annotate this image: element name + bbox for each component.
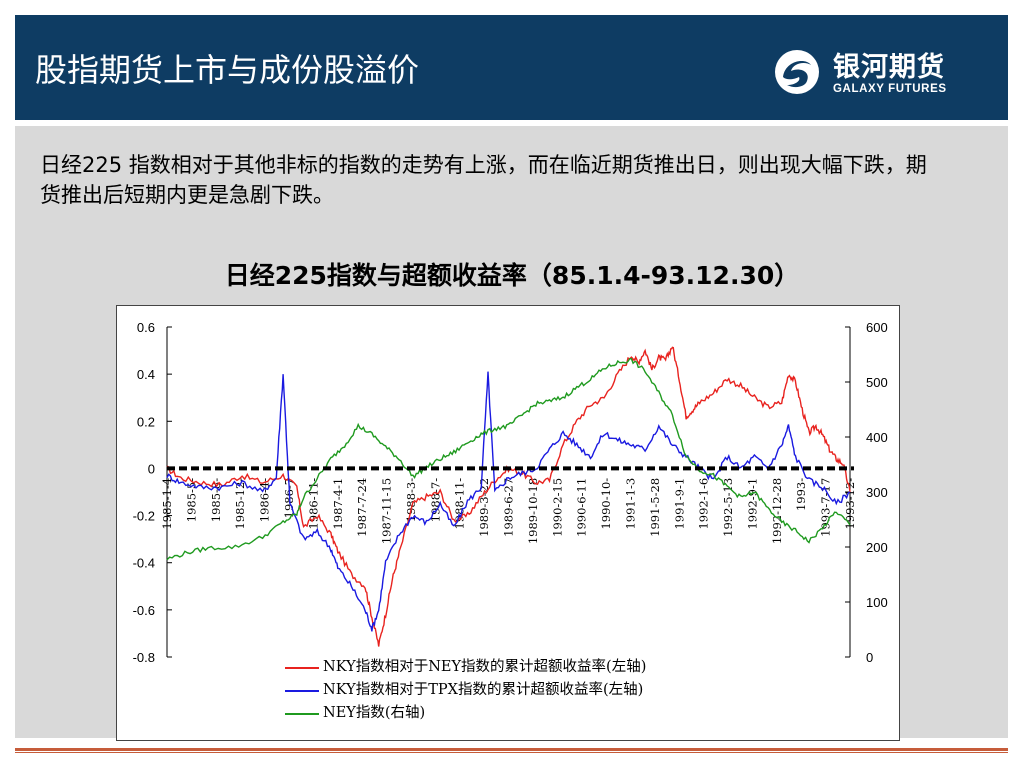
x-tick-label: 1987-7-24 [355, 478, 369, 537]
brand-name: 银河期货 [833, 52, 945, 83]
x-tick-label: 1993-7-17 [819, 478, 833, 537]
left-axis-tick-label: 0.2 [137, 414, 155, 429]
chart-title: 日经225指数与超额收益率（85.1.4-93.12.30） [224, 261, 800, 290]
galaxy-logo-icon [775, 50, 819, 94]
x-tick-label: 1993- [794, 478, 808, 511]
left-axis-tick-label: -0.2 [133, 509, 155, 524]
footer-rule-thin [15, 752, 1008, 753]
intro-paragraph: 日经225 指数相对于其他非标的指数的走势有上涨，而在临近期货推出日，则出现大幅… [40, 153, 927, 207]
right-axis-tick-label: 300 [866, 485, 888, 500]
x-tick-label: 1989-10-18 [526, 478, 540, 544]
right-axis-tick-label: 100 [866, 595, 888, 610]
x-tick-label: 1992-9-1 [745, 478, 759, 530]
x-tick-label: 1990-10- [599, 478, 613, 530]
series-line-red [166, 346, 851, 647]
chart-frame: 0.6 0.4 0.2 0 -0.2 -0.4 -0.6 -0.8 600 500 400 300 20… [116, 305, 900, 741]
x-tick-label: 1989-6-27 [502, 478, 516, 537]
line-chart: 0.6 0.4 0.2 0 -0.2 -0.4 -0.6 -0.8 600 500 400 300 20… [133, 320, 888, 665]
x-tick-label: 1992-1-6 [697, 478, 711, 530]
right-axis-tick-label: 400 [866, 430, 888, 445]
chart-legend: NKY指数相对于NEY指数的累计超额收益率(左轴) NKY指数相对于TPX指数的… [285, 656, 765, 725]
x-tick-label: 1988-11- [453, 478, 467, 530]
x-tick-label: 1986-4- [258, 478, 272, 522]
legend-item-green: NEY指数(右轴) [285, 702, 765, 725]
x-tick-label: 1988-7- [428, 478, 442, 522]
legend-swatch-blue [285, 690, 319, 692]
x-tick-label: 1992-5-13 [721, 478, 735, 537]
legend-swatch-green [285, 713, 319, 715]
left-axis-tick-label: -0.6 [133, 603, 155, 618]
footer-rule [15, 748, 1008, 751]
x-tick-label: 1985-5- [184, 478, 198, 522]
x-tick-label: 1991-5-28 [648, 478, 662, 537]
series-line-green [166, 357, 851, 561]
right-axis-tick-label: 600 [866, 320, 888, 335]
left-axis-tick-label: 0.6 [137, 320, 155, 335]
left-axis-tick-label: 0.4 [137, 367, 155, 382]
x-tick-label: 1990-2-15 [550, 478, 564, 537]
x-tick-label: 1990-6-11 [575, 478, 589, 537]
x-tick-label: 1991-1-3 [623, 478, 637, 530]
brand-subtitle: GALAXY FUTURES [833, 83, 947, 95]
brand-logo: 银河期货 GALAXY FUTURES [771, 45, 976, 105]
legend-label: NKY指数相对于NEY指数的累计超额收益率(左轴) [323, 659, 647, 675]
left-axis-tick-label: -0.4 [133, 556, 155, 571]
legend-label: NEY指数(右轴) [323, 705, 426, 721]
slide-header: 股指期货上市与成份股溢价 银河期货 GALAXY FUTURES [15, 15, 1008, 120]
right-axis-tick-label: 500 [866, 375, 888, 390]
right-axis-tick-label: 0 [866, 650, 873, 665]
x-tick-label: 1987-11-15 [380, 478, 394, 544]
x-tick-label: 1988-3- [404, 478, 418, 522]
x-tick-label: 1987-4-1 [331, 478, 345, 530]
x-tick-label: 1991-9-1 [672, 478, 686, 530]
x-tick-label: 1985-1-4 [160, 478, 174, 530]
legend-item-blue: NKY指数相对于TPX指数的累计超额收益率(左轴) [285, 679, 765, 702]
x-tick-label: 1989-3-22 [477, 478, 491, 537]
legend-swatch-red [285, 667, 319, 669]
x-tick-label: 1985-12- [233, 478, 247, 530]
left-axis-tick-label: 0 [148, 461, 155, 476]
x-tick-label: 1993-12- [843, 478, 857, 530]
right-axis-tick-label: 200 [866, 540, 888, 555]
x-tick-label: 1992-12-28 [770, 478, 784, 544]
legend-item-red: NKY指数相对于NEY指数的累计超额收益率(左轴) [285, 656, 765, 679]
left-axis-tick-label: -0.8 [133, 650, 155, 665]
page-title: 股指期货上市与成份股溢价 [35, 51, 420, 89]
legend-label: NKY指数相对于TPX指数的累计超额收益率(左轴) [323, 682, 644, 698]
series-line-blue [166, 371, 851, 632]
